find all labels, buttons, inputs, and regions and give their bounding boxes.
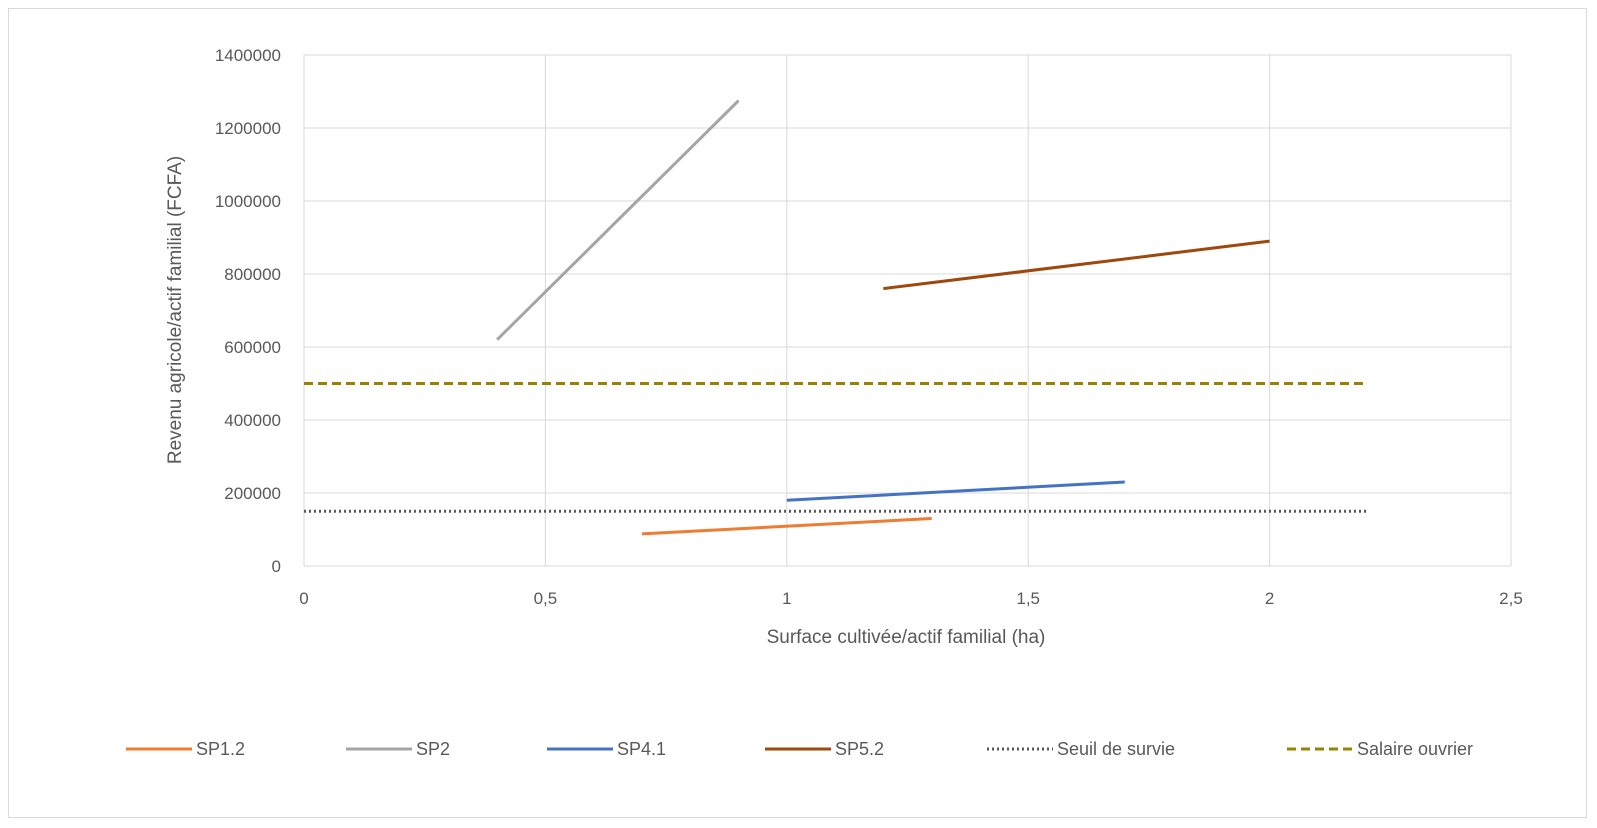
y-tick-label: 200000 <box>224 484 281 503</box>
series-line-sp2 <box>496 99 740 341</box>
x-axis-ticks: 0 0,5 1 1,5 2 2,5 <box>299 589 1523 608</box>
legend-label: Salaire ouvrier <box>1357 739 1473 759</box>
legend: SP1.2 SP2 SP4.1 SP5.2 Seuil de survie Salaire… <box>126 739 1473 759</box>
y-tick-label: 400000 <box>224 411 281 430</box>
legend-label: SP5.2 <box>835 739 884 759</box>
y-tick-label: 1000000 <box>215 192 281 211</box>
x-tick-label: 0,5 <box>534 589 558 608</box>
series-line-sp5-2 <box>883 239 1270 291</box>
plot-series <box>304 99 1367 536</box>
y-tick-label: 1400000 <box>215 46 281 65</box>
series-line-sp1-2 <box>641 517 932 536</box>
y-axis-ticks: 0 200000 400000 600000 800000 1000000 1200000 1… <box>215 46 281 576</box>
y-tick-label: 0 <box>272 557 281 576</box>
x-tick-label: 2 <box>1265 589 1274 608</box>
legend-label: SP4.1 <box>617 739 666 759</box>
gridlines <box>303 54 1512 567</box>
x-axis-title: Surface cultivée/actif familial (ha) <box>767 627 1046 648</box>
series-line-sp4-1 <box>786 480 1125 502</box>
x-tick-label: 1 <box>782 589 791 608</box>
y-axis-title: Revenu agricole/actif familial (FCFA) <box>165 156 186 464</box>
y-tick-label: 1200000 <box>215 119 281 138</box>
legend-label: Seuil de survie <box>1057 739 1175 759</box>
legend-label: SP2 <box>416 739 450 759</box>
y-tick-label: 800000 <box>224 265 281 284</box>
legend-label: SP1.2 <box>196 739 245 759</box>
x-tick-label: 0 <box>299 589 308 608</box>
x-tick-label: 1,5 <box>1016 589 1040 608</box>
chart-area <box>8 8 1587 818</box>
x-tick-label: 2,5 <box>1499 589 1523 608</box>
y-tick-label: 600000 <box>224 338 281 357</box>
